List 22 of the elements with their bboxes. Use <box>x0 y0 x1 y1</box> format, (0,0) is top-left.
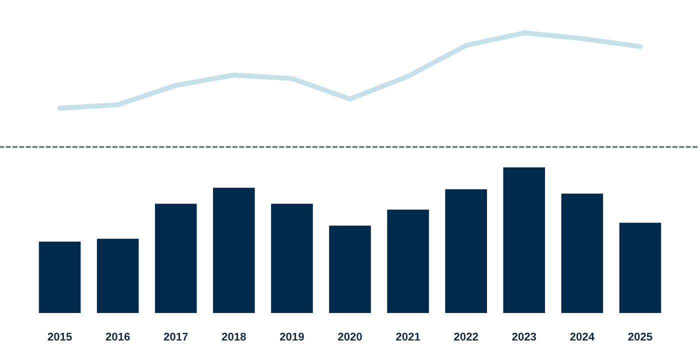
x-tick-label: 2024 <box>570 332 594 341</box>
x-tick-label: 2018 <box>222 332 246 341</box>
bar <box>387 210 429 313</box>
x-tick-label: 2019 <box>280 332 304 341</box>
x-tick-label: 2025 <box>628 332 652 341</box>
x-tick-label: 2020 <box>338 332 362 341</box>
x-tick-label: 2022 <box>454 332 478 341</box>
bar <box>503 167 546 313</box>
bar <box>561 194 604 313</box>
bar <box>619 222 662 313</box>
x-tick-label: 2015 <box>48 332 72 341</box>
bar <box>154 204 197 313</box>
x-tick-label: 2017 <box>164 332 188 341</box>
bar <box>445 189 487 313</box>
x-tick-label: 2016 <box>106 332 130 341</box>
bar <box>329 226 371 313</box>
bar <box>213 188 255 313</box>
x-tick-label: 2023 <box>512 332 536 341</box>
bar <box>96 238 139 313</box>
x-tick-label: 2021 <box>396 332 420 341</box>
bar <box>38 242 81 313</box>
bar <box>271 204 313 313</box>
